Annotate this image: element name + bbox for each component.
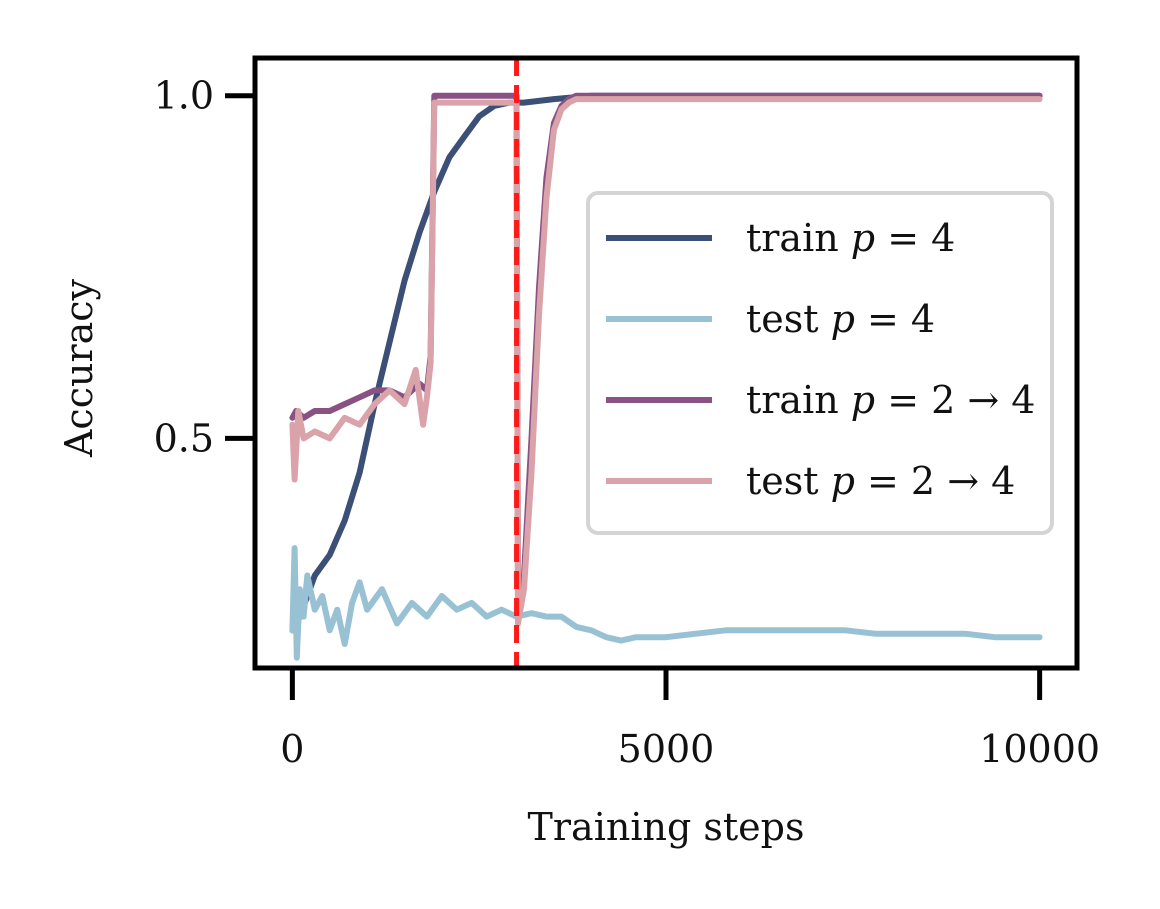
legend: train p = 4 test p = 4 train p = 2 → 4 test… [586, 191, 1054, 535]
y-axis: 0.5 1.0 [154, 74, 253, 460]
legend-label-1: test p = 4 [746, 297, 935, 341]
legend-label-3: test p = 2 → 4 [746, 459, 1015, 503]
y-tick-label: 0.5 [154, 416, 214, 460]
legend-label-0: train p = 4 [746, 216, 955, 260]
x-tick-label: 10000 [979, 727, 1100, 771]
series-line-1 [289, 545, 1043, 661]
x-tick-label: 5000 [618, 727, 715, 771]
y-axis-label: Accuracy [57, 278, 101, 458]
x-tick-label: 0 [280, 727, 304, 771]
series-line-3 [289, 96, 1043, 627]
plot-frame [252, 55, 1080, 671]
series-layer [289, 92, 1043, 661]
legend-label-2: train p = 2 → 4 [746, 378, 1035, 422]
x-axis: 0 5000 10000 [280, 670, 1100, 771]
x-axis-label: Training steps [528, 805, 805, 849]
legend-box [586, 191, 1054, 535]
y-tick-label: 1.0 [154, 74, 214, 118]
